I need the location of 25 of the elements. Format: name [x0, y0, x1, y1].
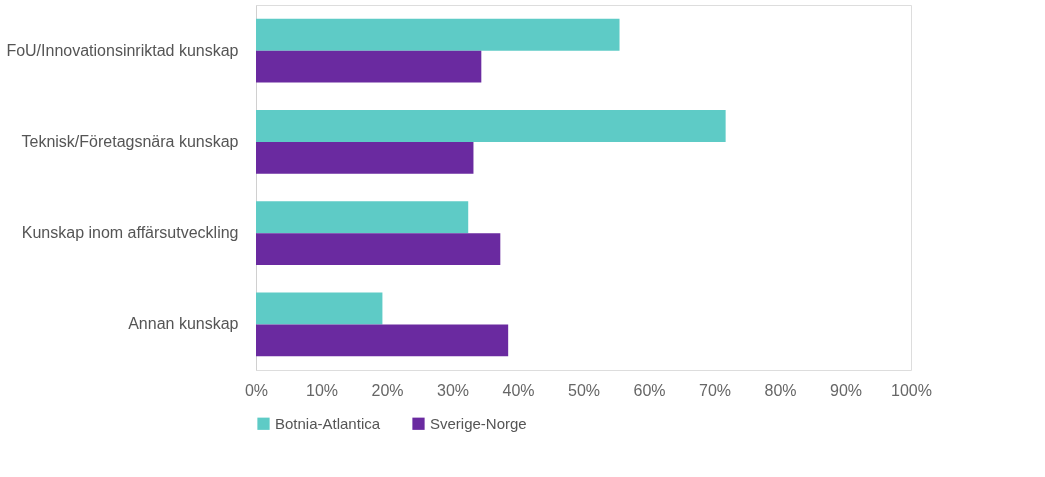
legend-label: Botnia-Atlantica — [275, 414, 381, 432]
x-tick-label: 30% — [436, 381, 470, 399]
x-tick-label: 0% — [244, 381, 269, 399]
bar — [256, 18, 620, 51]
bar — [256, 201, 469, 234]
y-tick-label: FoU/Innovationsinriktad kunskap — [6, 41, 239, 59]
x-tick-label: 20% — [371, 381, 404, 399]
x-tick-label: 50% — [567, 381, 601, 399]
x-tick-label: 10% — [305, 381, 339, 399]
y-tick-label: Kunskap inom affärsutveckling — [21, 224, 239, 242]
legend-label: Sverige-Norge — [430, 414, 527, 432]
bar — [256, 324, 509, 357]
x-tick-label: 40% — [502, 381, 535, 399]
bar — [256, 50, 482, 83]
y-tick-label: Teknisk/Företagsnära kunskap — [21, 132, 239, 150]
y-tick-label: Annan kunskap — [128, 315, 239, 333]
bar — [256, 109, 726, 142]
x-tick-label: 70% — [698, 381, 732, 399]
bar — [256, 141, 474, 174]
bar — [256, 233, 501, 266]
x-tick-label: 80% — [764, 381, 797, 399]
x-tick-label: 100% — [891, 381, 932, 399]
bar — [256, 292, 383, 325]
x-tick-label: 90% — [829, 381, 863, 399]
x-tick-label: 60% — [633, 381, 666, 399]
